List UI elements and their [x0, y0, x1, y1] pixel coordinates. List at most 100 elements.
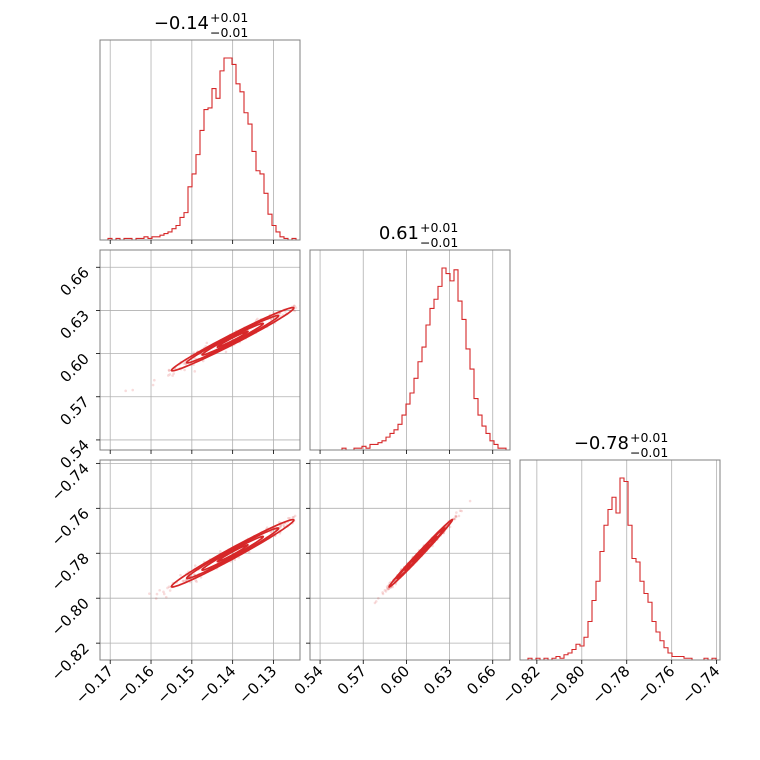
scatter-point: [166, 586, 169, 590]
x-tick-label: −0.78: [588, 662, 633, 707]
scatter-point: [270, 530, 274, 534]
scatter-point: [181, 579, 185, 583]
scatter-point: [287, 516, 290, 520]
y-tick-label: −0.80: [48, 594, 93, 639]
histogram-p1: [310, 267, 510, 450]
scatter-point: [224, 350, 228, 354]
x-tick-label: −0.14: [194, 662, 239, 707]
x-tick-label: −0.17: [72, 662, 117, 707]
scatter-point: [306, 302, 309, 305]
panel-title: −0.78 +0.01−0.01: [574, 430, 668, 460]
y-tick-label: 0.57: [56, 393, 92, 429]
panel-frame: [309, 459, 511, 661]
scatter-point: [183, 368, 186, 372]
scatter-point: [386, 588, 389, 591]
panel-content: [520, 477, 720, 660]
scatter-point: [247, 550, 251, 554]
x-tick-label: −0.74: [678, 662, 723, 707]
scatter-point: [182, 362, 185, 365]
scatter-point: [454, 515, 458, 519]
x-tick-label: 0.54: [291, 662, 327, 698]
scatter-point: [457, 514, 461, 518]
scatter-point: [288, 516, 292, 520]
scatter-point: [164, 595, 168, 599]
contour-level: [185, 527, 280, 580]
scatter-point: [311, 297, 314, 300]
contour-level: [170, 306, 295, 372]
panel-p2-p0: −0.17−0.16−0.15−0.14−0.13 −0.82−0.80−0.78…: [48, 459, 326, 707]
panel-frame: [99, 459, 301, 661]
x-tick-label: 0.60: [377, 662, 413, 698]
scatter-point: [219, 550, 222, 553]
contour-level: [388, 518, 454, 588]
panel-content: [310, 267, 510, 450]
scatter-point: [302, 511, 305, 514]
scatter-point: [167, 369, 171, 372]
scatter-point: [306, 511, 309, 514]
scatter-point: [199, 576, 203, 579]
y-tick-label: −0.78: [48, 549, 93, 594]
scatter-point: [292, 515, 295, 519]
x-tick-label: −0.80: [543, 662, 588, 707]
scatter-point: [194, 579, 197, 582]
scatter-point: [153, 378, 156, 382]
scatter-point: [193, 370, 197, 373]
scatter-point: [454, 514, 458, 518]
scatter-point: [387, 587, 390, 591]
scatter-point: [300, 302, 303, 305]
scatter-point: [168, 589, 172, 592]
scatter-point: [182, 579, 185, 583]
panel-title-upper: +0.01: [630, 430, 668, 445]
scatter-point: [162, 590, 165, 594]
scatter-point: [454, 515, 457, 518]
scatter-point: [151, 383, 155, 387]
scatter-point: [460, 509, 463, 513]
panel-title: 0.61 +0.01−0.01: [379, 220, 458, 250]
x-tick-label: −0.76: [633, 662, 678, 707]
y-tick-label: 0.60: [56, 350, 92, 386]
scatter-point: [293, 304, 296, 308]
scatter-point: [294, 306, 298, 309]
scatter-point: [195, 580, 198, 583]
scatter-point: [281, 523, 285, 526]
panel-title-value: 0.61: [379, 223, 419, 244]
scatter-point: [158, 588, 161, 592]
scatter-point: [201, 359, 205, 363]
scatter-point: [385, 585, 389, 588]
scatter-point: [205, 341, 209, 345]
scatter-point: [303, 514, 306, 517]
y-tick-label: −0.76: [48, 504, 93, 549]
y-tick-label: −0.82: [48, 639, 93, 684]
scatter-point: [256, 317, 259, 321]
scatter-point: [377, 596, 380, 600]
scatter-point: [305, 512, 308, 515]
scatter-point: [468, 499, 472, 503]
scatter-point: [162, 592, 166, 596]
y-tick-label: 0.63: [56, 307, 92, 343]
histogram-p0: [100, 57, 300, 240]
scatter-point: [179, 573, 182, 577]
scatter-point: [131, 388, 135, 392]
scatter-point: [154, 597, 158, 600]
scatter-point: [314, 510, 317, 513]
scatter-point: [148, 592, 151, 595]
scatter-point: [458, 509, 462, 513]
panel-title-upper: +0.01: [420, 220, 458, 235]
scatter-point: [311, 512, 314, 515]
scatter-point: [172, 372, 176, 375]
panel-frame: [99, 39, 301, 241]
panel-p0-p0: −0.14 +0.01−0.01: [99, 10, 301, 244]
panel-title-lower: −0.01: [630, 445, 668, 460]
scatter-point: [452, 517, 456, 521]
panel-p1-p0: 0.540.570.600.630.66: [56, 249, 314, 472]
scatter-point: [283, 310, 287, 313]
contour-level: [170, 518, 295, 588]
x-tick-label: 0.63: [420, 662, 456, 698]
panel-title-upper: +0.01: [210, 10, 248, 25]
scatter-point: [265, 526, 269, 529]
scatter-point: [453, 517, 457, 521]
panel-frame: [309, 249, 511, 451]
scatter-point: [323, 501, 326, 504]
panel-frame: [99, 249, 301, 451]
